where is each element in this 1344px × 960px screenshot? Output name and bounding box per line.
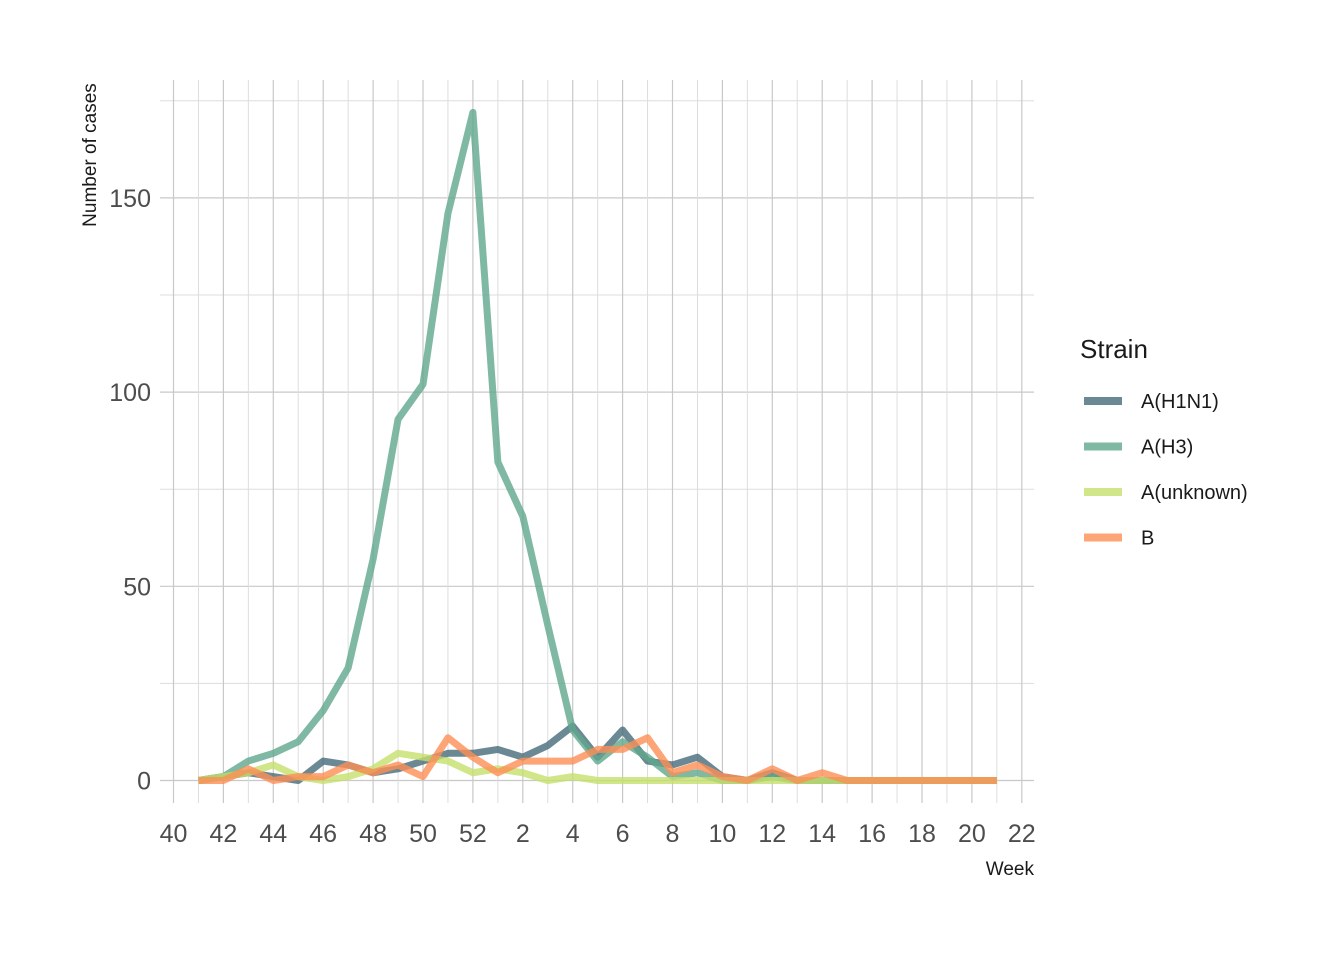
x-tick-label: 48: [359, 820, 387, 848]
x-tick-label: 12: [758, 820, 786, 848]
x-tick-label: 2: [516, 820, 530, 848]
x-tick-label: 16: [858, 820, 886, 848]
x-tick-label: 52: [459, 820, 487, 848]
y-tick-label: 100: [109, 379, 151, 407]
x-tick-label: 4: [566, 820, 580, 848]
x-tick-label: 18: [908, 820, 936, 848]
x-axis-title: Week: [986, 859, 1035, 880]
legend-label: A(H1N1): [1141, 391, 1219, 413]
grid: [160, 80, 1034, 803]
legend-label: A(unknown): [1141, 482, 1248, 504]
x-tick-label: 50: [409, 820, 437, 848]
x-tick-label: 40: [160, 820, 188, 848]
series-lines: [197, 108, 997, 784]
y-tick-label: 150: [109, 185, 151, 213]
x-tick-label: 46: [309, 820, 337, 848]
x-axis-ticks: 40 42 44 46 48 50 52 2 4 6 8 10 12 14 16 18 20 22: [160, 820, 1036, 848]
x-tick-label: 42: [209, 820, 237, 848]
x-tick-label: 22: [1008, 820, 1036, 848]
y-tick-label: 50: [123, 573, 151, 601]
x-tick-label: 8: [666, 820, 680, 848]
legend-label: B: [1141, 528, 1154, 550]
legend-label: A(H3): [1141, 437, 1193, 459]
x-tick-label: 6: [616, 820, 630, 848]
x-tick-label: 20: [958, 820, 986, 848]
legend-items: A(H1N1) A(H3) A(unknown) B: [1084, 391, 1248, 550]
legend-title: Strain: [1080, 334, 1148, 364]
series-line-b: [198, 734, 997, 784]
y-axis-ticks: 0 50 100 150: [109, 185, 151, 796]
x-tick-label: 14: [808, 820, 836, 848]
legend: Strain A(H1N1) A(H3) A(unknown) B: [1080, 334, 1248, 550]
x-tick-label: 10: [708, 820, 736, 848]
y-tick-label: 0: [137, 768, 151, 796]
y-axis-title: Number of cases: [80, 83, 101, 227]
x-tick-label: 44: [259, 820, 287, 848]
